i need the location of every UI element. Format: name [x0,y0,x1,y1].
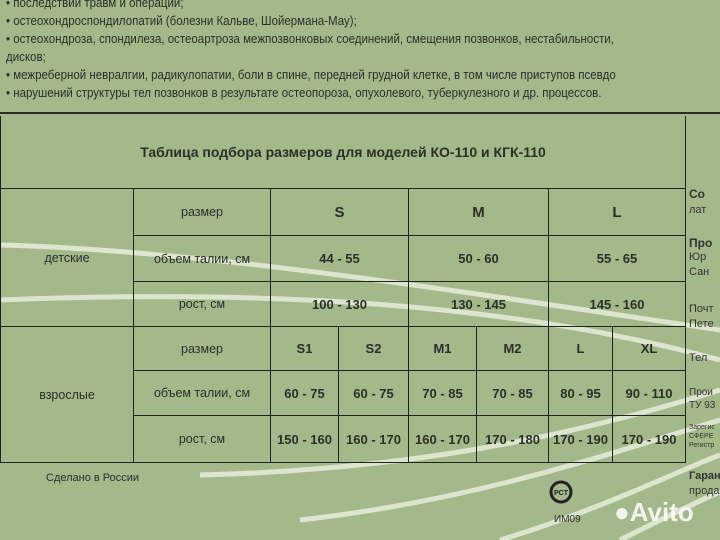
size-cell: S1 [270,326,339,371]
waist-cell: 80 - 95 [548,370,613,416]
height-cell: 170 - 190 [548,415,613,463]
side-text: ТУ 93 [689,400,716,411]
list-item: дисков; [6,50,46,64]
side-text: Зарегис [689,424,715,431]
waist-cell: 50 - 60 [408,235,549,282]
row-label: рост, см [133,415,271,463]
row-label: объем талии, см [133,235,271,282]
side-text: Регистр [689,442,715,449]
waist-cell: 44 - 55 [270,235,409,282]
size-cell: XL [612,326,686,371]
side-text: Юр [689,251,707,263]
size-cell: M [408,188,549,236]
side-text: Сан [689,266,710,278]
made-in-russia: Сделано в России [46,472,140,484]
side-text: лат [689,204,707,216]
row-label: размер [133,188,271,236]
size-cell: L [548,326,613,371]
side-text: Тел [689,352,708,364]
size-cell: L [548,188,686,236]
list-item: • остеохондроспондилопатий (болезни Каль… [6,14,357,28]
cert-code: ИМ09 [554,514,581,525]
height-cell: 170 - 190 [612,415,686,463]
waist-cell: 60 - 75 [338,370,409,416]
list-item: • межреберной невралгии, радикулопатии, … [6,68,616,82]
height-cell: 150 - 160 [270,415,339,463]
list-item: • остеохондроза, спондилеза, остеоартроз… [6,32,614,46]
avito-watermark: ●Avito [614,497,694,527]
list-item: • нарушений структуры тел позвонков в ре… [6,86,602,100]
side-text: прода [689,485,720,497]
divider [0,112,720,114]
size-cell: M1 [408,326,477,371]
side-text: Пете [689,318,714,330]
height-cell: 145 - 160 [548,281,686,327]
height-cell: 130 - 145 [408,281,549,327]
group-children: детские [0,188,134,327]
side-text: Гаран [689,470,720,482]
size-cell: M2 [476,326,549,371]
group-adults: взрослые [0,326,134,463]
table-title: Таблица подбора размеров для моделей КО-… [0,116,686,189]
height-cell: 160 - 170 [408,415,477,463]
waist-cell: 55 - 65 [548,235,686,282]
size-cell: S2 [338,326,409,371]
list-item: • последствий травм и операций; [6,0,184,10]
side-text: СФЕРЕ [689,433,714,440]
certification-mark-icon: PCT [549,480,573,504]
height-cell: 100 - 130 [270,281,409,327]
height-cell: 160 - 170 [338,415,409,463]
side-text: Со [689,187,705,201]
row-label: объем талии, см [133,370,271,416]
size-cell: S [270,188,409,236]
side-text: Прои [689,387,713,398]
size-table: Таблица подбора размеров для моделей КО-… [0,116,686,463]
waist-cell: 60 - 75 [270,370,339,416]
indications-list: • последствий травм и операций; • остеох… [6,0,705,102]
row-label: размер [133,326,271,371]
cert-mark-text: PCT [554,490,569,497]
side-text: Про [689,236,713,250]
height-cell: 170 - 180 [476,415,549,463]
waist-cell: 90 - 110 [612,370,686,416]
row-label: рост, см [133,281,271,327]
waist-cell: 70 - 85 [476,370,549,416]
side-text: Почт [689,303,714,315]
waist-cell: 70 - 85 [408,370,477,416]
